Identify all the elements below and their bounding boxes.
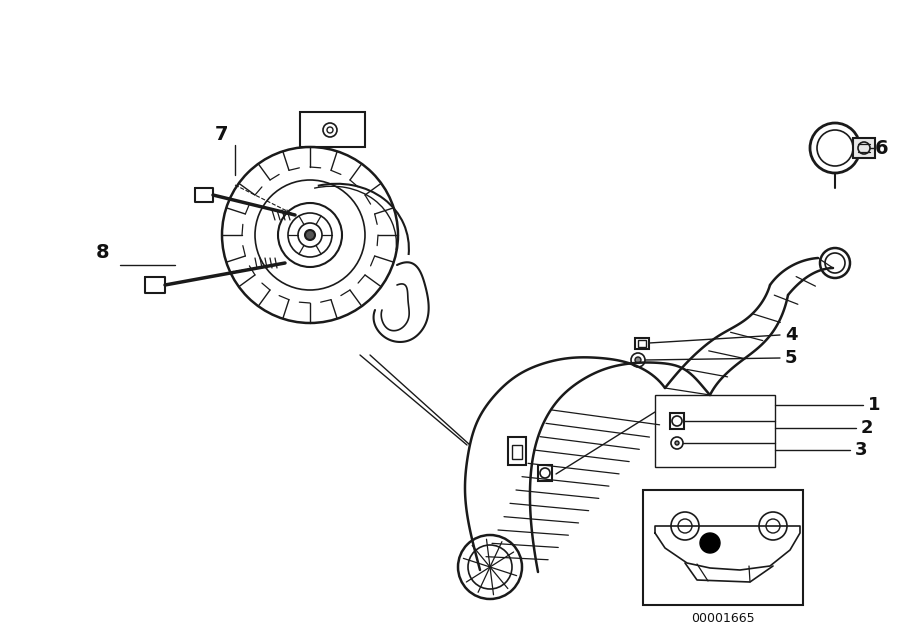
Circle shape <box>675 441 679 445</box>
Text: 00001665: 00001665 <box>691 613 755 625</box>
Text: 6: 6 <box>875 138 888 157</box>
Bar <box>643 490 803 605</box>
Text: 5: 5 <box>785 349 797 367</box>
Circle shape <box>700 533 720 553</box>
Circle shape <box>635 357 641 363</box>
Bar <box>508 437 526 465</box>
Bar <box>635 338 649 349</box>
Text: 3: 3 <box>855 441 868 459</box>
Bar <box>670 413 684 429</box>
Bar <box>853 138 875 158</box>
Text: 2: 2 <box>861 419 874 437</box>
Bar <box>300 112 365 147</box>
Circle shape <box>305 230 315 240</box>
Bar <box>538 465 552 481</box>
Bar <box>655 395 775 467</box>
Text: 7: 7 <box>215 126 229 145</box>
Bar <box>512 445 522 459</box>
Bar <box>638 340 646 347</box>
Text: 1: 1 <box>868 396 880 414</box>
Text: 4: 4 <box>785 326 797 344</box>
Text: 8: 8 <box>96 243 110 262</box>
